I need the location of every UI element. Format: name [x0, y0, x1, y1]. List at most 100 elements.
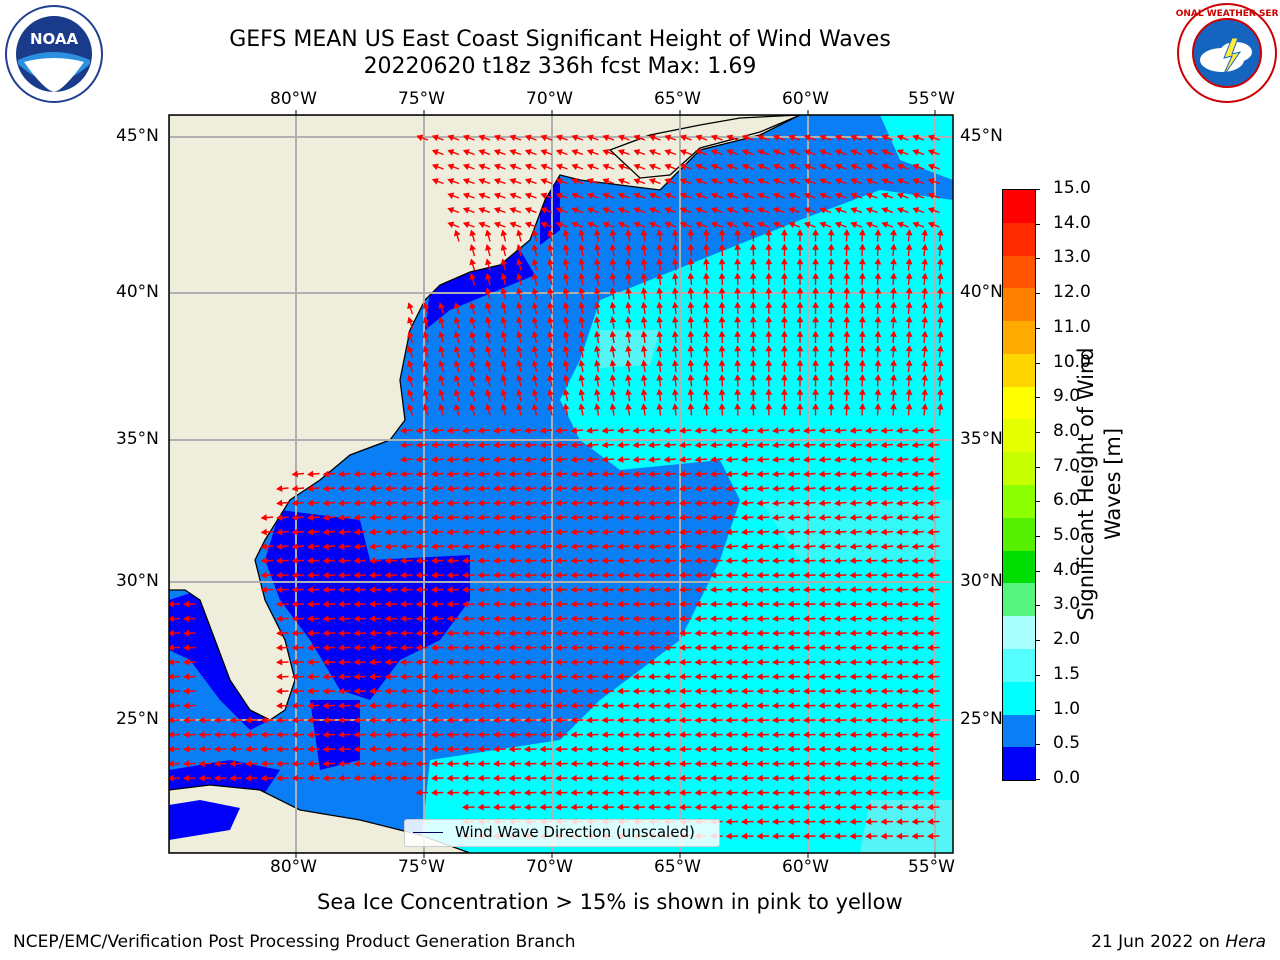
wind-arrow-head [508, 774, 515, 782]
wind-arrow-head [756, 441, 764, 449]
wind-arrow-head [718, 345, 726, 352]
wind-arrow-head [865, 163, 873, 171]
wind-arrow-head [881, 163, 889, 171]
wind-arrow-head [741, 528, 748, 536]
wind-arrow-head [796, 229, 804, 236]
wind-arrow-head [353, 629, 360, 637]
wind-arrow-head [865, 818, 872, 826]
wind-arrow-head [493, 644, 500, 652]
wind-arrow-head [741, 615, 748, 623]
wind-arrow-head [524, 673, 531, 681]
wind-arrow-head [493, 470, 500, 478]
wind-arrow-head [834, 803, 841, 811]
wind-arrow-head [772, 673, 779, 681]
wind-arrow-head [679, 789, 686, 797]
wind-arrow-head [601, 745, 608, 753]
wind-arrow-head [555, 673, 562, 681]
wind-arrow-head [493, 789, 500, 797]
wind-arrow-head [703, 272, 710, 280]
wind-arrow-head [478, 178, 486, 185]
wind-arrow-head [710, 774, 717, 782]
wind-arrow-head [422, 360, 430, 368]
wind-arrow-head [796, 330, 804, 337]
wind-arrow-head [812, 403, 819, 410]
wind-arrow-head [818, 528, 826, 536]
wind-arrow-head [338, 470, 345, 478]
wind-arrow-head [524, 134, 532, 142]
wind-arrow-head [353, 586, 360, 594]
wind-arrow-head [632, 499, 640, 507]
wind-arrow-head [477, 586, 484, 594]
wind-arrow-head [734, 287, 742, 294]
wind-arrow-head [531, 330, 539, 338]
wind-arrow-head [446, 687, 453, 695]
wind-arrow-head [586, 702, 593, 710]
wind-arrow-head [214, 731, 221, 739]
wind-arrow-head [672, 316, 679, 323]
wind-arrow-head [781, 272, 788, 279]
wind-arrow-head [911, 760, 918, 768]
lat-label-right: 30°N [960, 571, 1003, 591]
wind-arrow-head [214, 716, 221, 724]
lat-label-left: 25°N [116, 709, 159, 729]
wind-arrow-head [843, 374, 851, 381]
wind-arrow-head [694, 774, 701, 782]
wind-arrow-head [508, 456, 516, 463]
wind-arrow-head [656, 272, 664, 280]
wind-arrow-head [539, 470, 547, 478]
wind-arrow-head [431, 731, 438, 739]
wind-arrow-head [694, 760, 701, 768]
wind-arrow-head [539, 760, 546, 768]
wind-arrow-head [695, 207, 703, 214]
wind-arrow-head [555, 543, 562, 550]
wind-arrow-head [849, 600, 856, 608]
wind-arrow-head [927, 178, 935, 185]
wind-arrow-head [896, 456, 903, 463]
wind-arrow-head [787, 499, 795, 507]
wind-arrow-head [858, 316, 866, 323]
wind-arrow-head [663, 528, 671, 536]
wind-arrow-head [415, 456, 423, 463]
wind-arrow-head [602, 163, 610, 171]
wind-arrow-head [586, 615, 593, 623]
wind-arrow-head [245, 731, 252, 739]
wind-arrow-head [772, 149, 780, 156]
wind-arrow-head [625, 316, 632, 323]
wind-arrow-head [547, 301, 554, 309]
wind-arrow-head [710, 586, 717, 594]
wind-arrow-head [307, 644, 314, 652]
wind-arrow-head [741, 702, 748, 710]
wind-arrow-head [858, 374, 866, 381]
wind-arrow-head [679, 629, 686, 637]
wind-arrow-head [803, 745, 810, 753]
wind-arrow-head [594, 301, 601, 309]
wind-arrow-head [447, 134, 455, 142]
wind-arrow-head [524, 427, 531, 434]
colorbar-tick-mark [1035, 536, 1040, 538]
wind-arrow-head [710, 571, 717, 579]
wind-arrow-head [880, 470, 888, 478]
wind-arrow-head [539, 543, 547, 550]
wind-arrow-head [509, 163, 517, 171]
wind-arrow-head [834, 192, 842, 200]
wind-arrow-head [818, 427, 826, 434]
wind-arrow-head [874, 345, 882, 352]
wind-arrow-head [508, 470, 516, 478]
wind-arrow-head [896, 600, 903, 608]
wind-arrow-head [338, 485, 345, 492]
colorbar-tick-mark [1035, 223, 1040, 225]
wind-arrow-head [291, 470, 299, 478]
wind-arrow-head [400, 629, 407, 637]
wind-arrow-head [539, 571, 546, 579]
wind-arrow-head [462, 658, 469, 666]
wind-arrow-head [648, 134, 656, 142]
wind-arrow-head [617, 673, 624, 681]
wind-arrow-head [369, 658, 376, 666]
wind-arrow-head [307, 470, 314, 478]
wind-arrow-head [516, 374, 523, 382]
wind-arrow-head [865, 673, 872, 681]
wind-arrow-head [632, 774, 639, 782]
wind-arrow-head [276, 586, 283, 594]
wind-arrow-head [927, 192, 935, 200]
wind-arrow-head [524, 774, 531, 782]
